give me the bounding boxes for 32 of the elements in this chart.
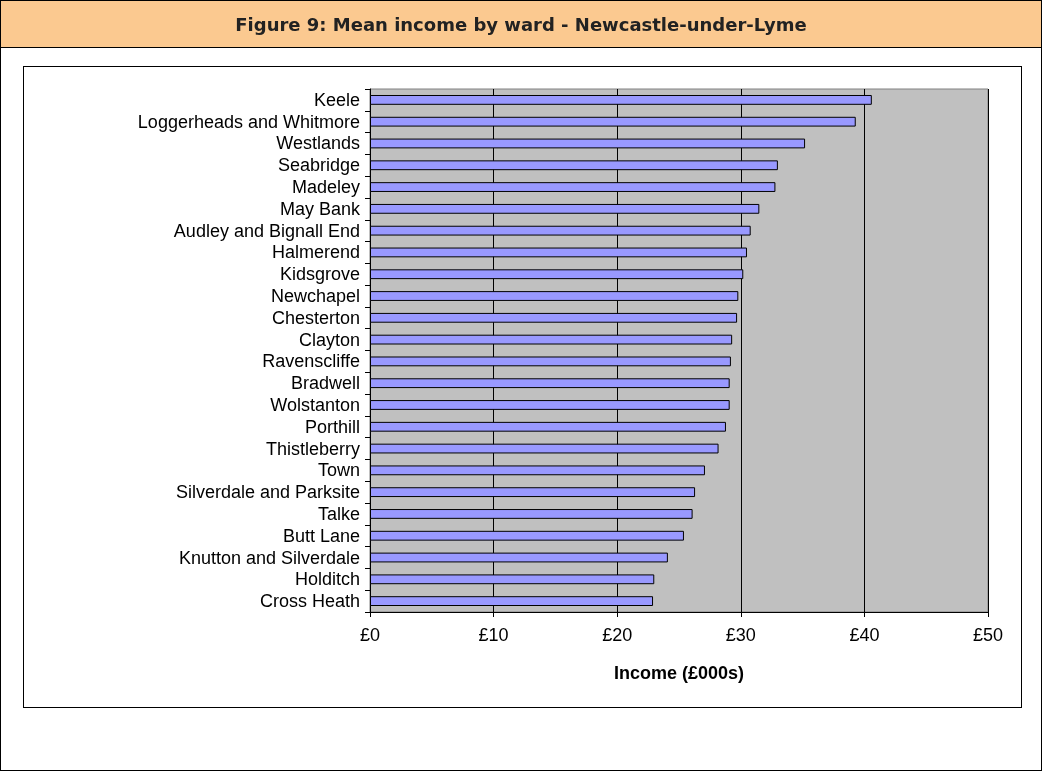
y-tick-label: Seabridge (277, 155, 360, 176)
y-tick-label: Kidsgrove (279, 264, 360, 285)
y-tick-label: Town (317, 460, 360, 481)
x-tick-label: £10 (478, 625, 509, 645)
y-tick-label: Porthill (304, 416, 360, 437)
y-tick-label: Keele (313, 89, 360, 110)
x-tick-label: £40 (849, 625, 880, 645)
y-tick-label: Bradwell (290, 373, 360, 394)
y-tick-label: Talke (317, 503, 360, 524)
y-tick-label: May Bank (279, 198, 361, 219)
chart-title: Figure 9: Mean income by ward - Newcastle-under-Lyme (1, 1, 1041, 48)
y-tick-label: Wolstanton (270, 394, 360, 415)
y-tick-label: Ravenscliffe (262, 351, 360, 372)
y-tick-label: Madeley (291, 177, 360, 198)
y-tick-label: Loggerheads and Whitmore (137, 111, 360, 132)
x-tick-label: £30 (725, 625, 756, 645)
y-tick-label: Cross Heath (259, 591, 360, 612)
y-tick-label: Thistleberry (265, 438, 360, 459)
x-tick-label: £20 (602, 625, 633, 645)
y-tick-label: Newchapel (270, 286, 360, 307)
x-axis-title: Income (£000s) (613, 663, 745, 683)
y-tick-label: Silverdale and Parksite (175, 482, 360, 503)
y-tick-label: Butt Lane (282, 525, 360, 546)
x-tick-label: £0 (359, 625, 381, 645)
y-tick-label: Knutton and Silverdale (178, 547, 360, 568)
y-tick-label: Halmerend (271, 242, 360, 263)
y-tick-label: Clayton (298, 329, 360, 350)
x-tick-label: £50 (972, 625, 1004, 645)
y-tick-label: Westlands (276, 133, 360, 154)
y-tick-label: Audley and Bignall End (173, 220, 360, 241)
y-tick-label: Holditch (294, 569, 360, 590)
y-tick-label: Chesterton (271, 307, 360, 328)
